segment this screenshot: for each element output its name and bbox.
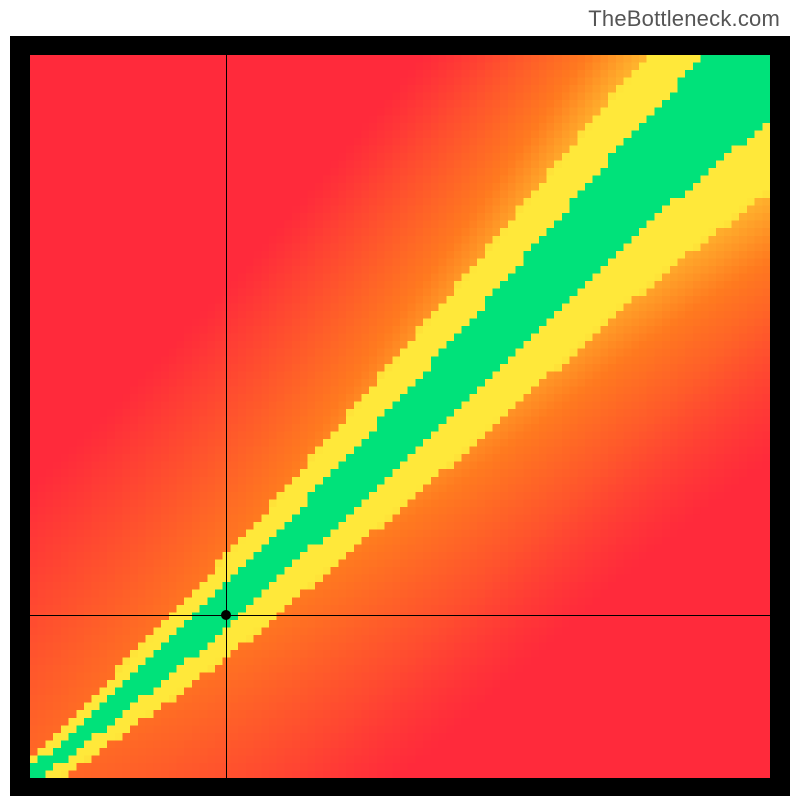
crosshair-vertical [226, 55, 227, 778]
chart-root: TheBottleneck.com [0, 0, 800, 800]
crosshair-horizontal [30, 615, 770, 616]
watermark-text: TheBottleneck.com [588, 6, 780, 32]
bottleneck-heatmap [30, 55, 770, 778]
